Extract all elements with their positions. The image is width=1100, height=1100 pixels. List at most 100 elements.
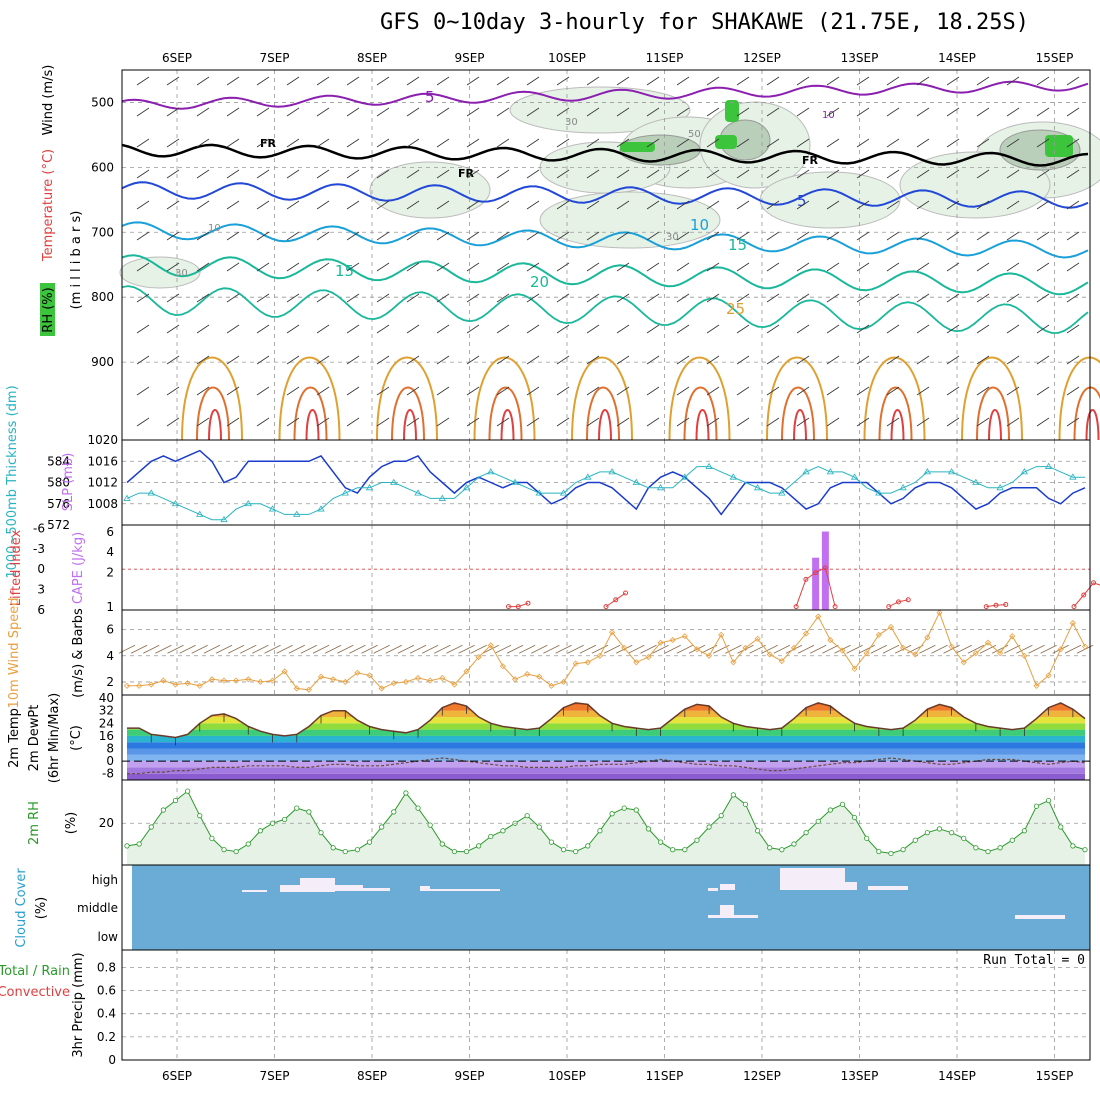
y-tick-label: 700 bbox=[91, 225, 114, 239]
wind-barb-10m bbox=[797, 644, 815, 654]
rh-point bbox=[524, 813, 530, 819]
wind-barb bbox=[526, 417, 540, 427]
wind-speed-point bbox=[596, 652, 604, 659]
contour-loop-25C bbox=[376, 356, 438, 441]
wind-barb-10m bbox=[1064, 644, 1082, 654]
precip-tick-label: 0.2 bbox=[97, 1030, 116, 1044]
wind-speed-point bbox=[293, 685, 300, 692]
temp-tick-label: 0 bbox=[106, 754, 114, 768]
wind-barb bbox=[196, 76, 210, 86]
wind-barb bbox=[1036, 293, 1050, 303]
wind-speed-point bbox=[815, 613, 822, 620]
wind-barb bbox=[646, 231, 660, 241]
rh-point bbox=[1082, 847, 1088, 853]
rh-region-8 bbox=[899, 151, 1051, 219]
wind-barb bbox=[196, 200, 210, 210]
wind-barb bbox=[436, 417, 450, 427]
wind-barb bbox=[1066, 386, 1080, 396]
wind-barb bbox=[946, 355, 960, 365]
wind-speed-point bbox=[1021, 652, 1028, 659]
cloud-block-13 bbox=[720, 905, 734, 917]
thickness-point bbox=[608, 468, 616, 475]
wind-barb bbox=[856, 138, 870, 148]
wind-barb bbox=[646, 355, 660, 365]
wind-speed-point bbox=[1081, 643, 1089, 650]
wind-barb bbox=[916, 138, 930, 148]
rh-point bbox=[888, 850, 894, 857]
wind-barb bbox=[316, 200, 330, 210]
wind-barb bbox=[1036, 169, 1050, 179]
wind-barb bbox=[706, 324, 720, 334]
wind-barb bbox=[676, 200, 690, 210]
wind-speed-point bbox=[742, 644, 749, 651]
wind-barb-10m bbox=[591, 644, 609, 654]
wind-barb bbox=[256, 386, 270, 396]
wind-barb bbox=[766, 200, 780, 210]
rh-point bbox=[609, 811, 615, 817]
rh-point bbox=[742, 801, 749, 807]
wind-barb bbox=[406, 293, 420, 303]
precip-tick-label: 0.4 bbox=[97, 1007, 116, 1021]
wind-barb bbox=[556, 386, 570, 396]
cape-tick-label: 4 bbox=[106, 545, 114, 559]
wind-barb bbox=[1006, 76, 1020, 86]
thickness-point bbox=[535, 489, 544, 496]
lifted-tick-label: 3 bbox=[37, 583, 45, 597]
wind-barb bbox=[1006, 293, 1020, 303]
lifted-index-point bbox=[515, 604, 521, 610]
rh-point bbox=[754, 828, 761, 834]
wind-speed-point bbox=[330, 676, 337, 683]
wind-barb bbox=[886, 355, 900, 365]
wind-barb bbox=[766, 293, 780, 303]
wind-barb-10m bbox=[324, 644, 342, 654]
wind-barb bbox=[196, 169, 210, 179]
wind-speed-point bbox=[633, 659, 640, 666]
precip-convective-label: Convective bbox=[0, 985, 70, 1000]
wind-speed-point bbox=[997, 650, 1004, 657]
wind-barb-10m bbox=[725, 644, 742, 654]
wind-barb-10m bbox=[482, 644, 499, 654]
rh-point bbox=[500, 828, 506, 834]
temp-band bbox=[127, 723, 1085, 730]
wind-barb bbox=[916, 76, 930, 86]
wind-speed-point bbox=[475, 654, 482, 661]
cape-bar bbox=[812, 557, 820, 610]
thickness-point bbox=[317, 505, 325, 512]
wind-speed-point bbox=[560, 678, 567, 685]
thickness-point bbox=[487, 468, 495, 475]
wind-barb bbox=[916, 324, 930, 334]
x-date-label-bottom: 10SEP bbox=[548, 1069, 586, 1083]
rh-point bbox=[427, 822, 433, 828]
wind-barb bbox=[706, 293, 720, 303]
wind-barb bbox=[526, 355, 540, 365]
rh-point bbox=[245, 841, 251, 847]
x-date-label-top: 11SEP bbox=[646, 51, 684, 65]
rh-point bbox=[294, 805, 300, 811]
wind-barb bbox=[376, 169, 390, 179]
wind-barb bbox=[1066, 200, 1080, 210]
wind-speed-point bbox=[499, 663, 506, 670]
wind-speed-point bbox=[681, 633, 688, 640]
wind-barb bbox=[976, 324, 990, 334]
lifted-index-point bbox=[1091, 580, 1096, 586]
temp-tick-label: 40 bbox=[99, 691, 114, 705]
wind-barb-10m bbox=[676, 644, 694, 654]
wind-barb bbox=[376, 355, 390, 365]
wind-barb bbox=[676, 76, 690, 86]
wind-barb bbox=[166, 262, 180, 272]
lifted-index-point bbox=[1003, 602, 1009, 608]
precip-tick-label: 0.8 bbox=[97, 960, 116, 974]
wind-barb bbox=[166, 355, 180, 365]
wind-barb bbox=[766, 76, 780, 86]
rh-point bbox=[548, 839, 555, 845]
wind-barb bbox=[586, 107, 600, 117]
rh-point bbox=[827, 807, 833, 813]
thickness-point bbox=[996, 484, 1004, 491]
rh-point bbox=[645, 826, 652, 832]
lifted-tick-label: -3 bbox=[33, 542, 45, 556]
wind-barb bbox=[466, 324, 480, 334]
wind-barb bbox=[916, 169, 930, 179]
wind-barb bbox=[136, 138, 150, 148]
wind-barb bbox=[136, 76, 150, 86]
thickness-point bbox=[341, 489, 349, 496]
